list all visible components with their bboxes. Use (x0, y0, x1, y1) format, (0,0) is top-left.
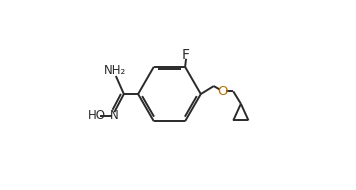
Text: N: N (110, 109, 119, 122)
Text: O: O (218, 85, 228, 98)
Text: NH₂: NH₂ (104, 64, 126, 77)
Text: F: F (182, 48, 190, 62)
Text: HO: HO (88, 109, 105, 122)
